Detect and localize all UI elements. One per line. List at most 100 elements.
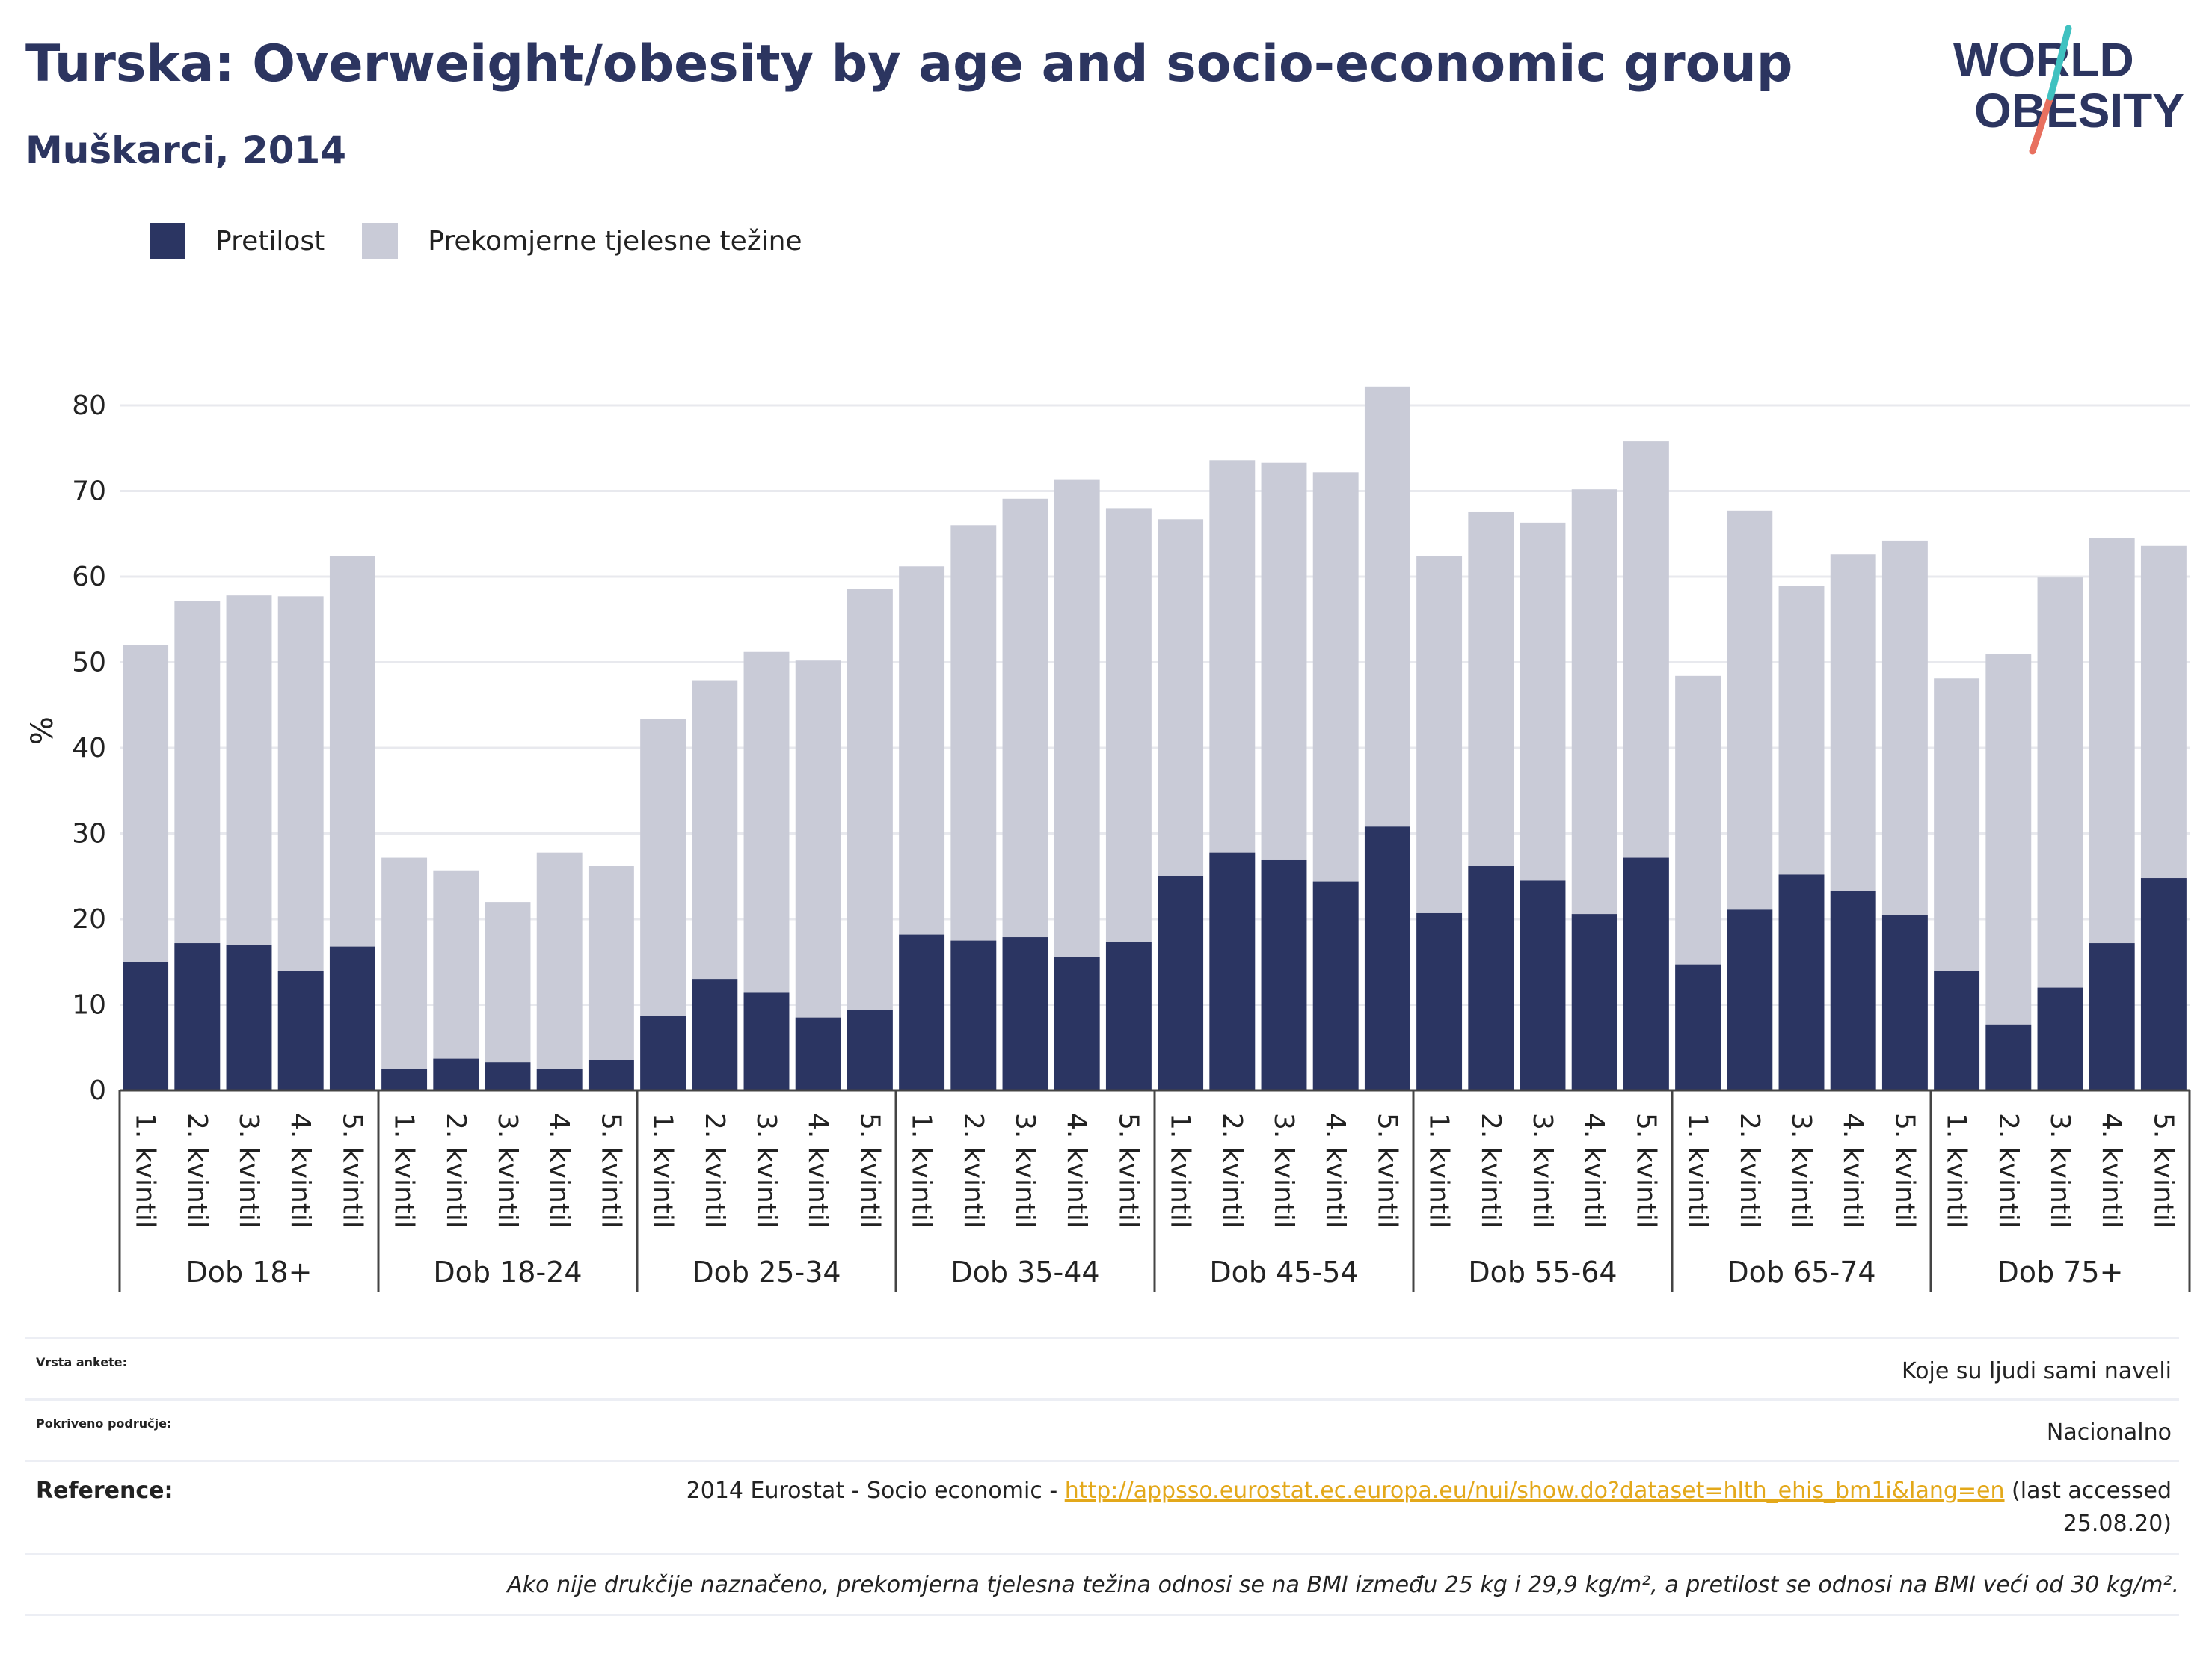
y-tick-label: 50 (72, 648, 106, 678)
x-group-label: Dob 65-74 (1727, 1256, 1875, 1289)
x-group-label: Dob 25-34 (692, 1256, 841, 1289)
bar-overweight (485, 902, 531, 1090)
legend-label-overweight: Prekomjerne tjelesne težine (428, 225, 802, 257)
y-axis-label: % (25, 716, 60, 745)
x-tick-label: 2. kvintil (699, 1113, 730, 1229)
info-value-coverage: Nacionalno (2046, 1419, 2172, 1446)
bar-obesity (1209, 852, 1256, 1090)
bar-obesity (1364, 826, 1410, 1090)
bar-obesity (847, 1010, 893, 1090)
x-tick-label: 2. kvintil (1217, 1113, 1247, 1229)
x-tick-label: 5. kvintil (1371, 1113, 1402, 1229)
x-tick-label: 4. kvintil (802, 1113, 833, 1229)
x-tick-label: 2. kvintil (1734, 1113, 1765, 1229)
x-group-label: Dob 18-24 (433, 1256, 582, 1289)
bar-obesity (1054, 957, 1100, 1090)
x-tick-label: 5. kvintil (1630, 1113, 1661, 1229)
x-group-label: Dob 35-44 (950, 1256, 1099, 1289)
x-tick-label: 5. kvintil (595, 1113, 626, 1229)
bar-obesity (692, 979, 738, 1090)
bar-obesity (536, 1069, 583, 1090)
bar-obesity (1830, 891, 1876, 1090)
bar-obesity (588, 1060, 634, 1090)
bar-obesity (1934, 971, 1980, 1090)
info-value-reference: 2014 Eurostat - Socio economic - http://… (686, 1475, 2172, 1541)
bar-overweight (381, 857, 428, 1090)
divider (25, 1398, 2179, 1401)
bar-obesity (2089, 943, 2135, 1090)
reference-suffix: (last accessed (2004, 1478, 2172, 1504)
bar-obesity (2037, 987, 2083, 1090)
y-tick-label: 70 (72, 476, 106, 507)
bar-obesity (1312, 881, 1359, 1090)
x-tick-label: 2. kvintil (182, 1113, 212, 1229)
bar-obesity (433, 1058, 479, 1090)
y-tick-label: 10 (72, 990, 106, 1021)
x-tick-label: 1. kvintil (389, 1113, 420, 1229)
x-tick-label: 3. kvintil (1786, 1113, 1816, 1229)
divider (25, 1337, 2179, 1339)
x-tick-label: 4. kvintil (285, 1113, 316, 1229)
y-tick-label: 20 (72, 904, 106, 935)
x-tick-label: 3. kvintil (1268, 1113, 1299, 1229)
footnote: Ako nije drukčije naznačeno, prekomjerna… (507, 1572, 2179, 1598)
bar-chart: 0 10 20 30 40 50 60 70 80% 1. kvintil 2. kvintil 3.… (25, 386, 2191, 1292)
info-key-coverage: Pokriveno područje: (36, 1416, 172, 1431)
bar-obesity (1158, 876, 1204, 1090)
logo-slash-teal (2047, 25, 2072, 101)
bar-obesity (1623, 857, 1669, 1090)
info-value-survey-type: Koje su ljudi sami naveli (1901, 1358, 2172, 1384)
x-tick-label: 1. kvintil (130, 1113, 161, 1229)
bar-obesity (950, 940, 997, 1090)
world-obesity-logo: WORLD OBESITY (1953, 25, 2184, 155)
x-tick-label: 4. kvintil (1320, 1113, 1351, 1229)
x-tick-label: 2. kvintil (440, 1113, 471, 1229)
bar-obesity (640, 1016, 686, 1090)
chart-title: Turska: Overweight/obesity by age and so… (25, 34, 1793, 93)
y-tick-label: 40 (72, 733, 106, 764)
reference-link[interactable]: http://appsso.eurostat.ec.europa.eu/nui/… (1064, 1478, 2005, 1504)
bar-obesity (1416, 912, 1463, 1090)
x-group-label: Dob 18+ (186, 1256, 313, 1289)
x-tick-label: 3. kvintil (2044, 1113, 2075, 1229)
x-tick-label: 3. kvintil (751, 1113, 781, 1229)
x-tick-label: 1. kvintil (1424, 1113, 1454, 1229)
x-tick-label: 5. kvintil (1889, 1113, 1920, 1229)
x-tick-label: 3. kvintil (1010, 1113, 1040, 1229)
bar-obesity (795, 1017, 841, 1090)
bar-overweight (588, 866, 634, 1090)
bar-obesity (1520, 880, 1566, 1090)
bar-obesity (485, 1062, 531, 1090)
legend-swatch-overweight (362, 223, 399, 259)
x-tick-label: 2. kvintil (958, 1113, 989, 1229)
bar-obesity (226, 945, 272, 1090)
y-tick-label: 60 (72, 562, 106, 592)
bar-obesity (2140, 878, 2187, 1090)
x-tick-label: 4. kvintil (1579, 1113, 1609, 1229)
x-tick-label: 1. kvintil (1683, 1113, 1713, 1229)
x-tick-label: 4. kvintil (544, 1113, 574, 1229)
legend-label-obesity: Pretilost (215, 225, 325, 257)
chart-subtitle: Muškarci, 2014 (25, 129, 347, 172)
bar-overweight (536, 852, 583, 1090)
y-tick-label: 0 (89, 1075, 106, 1106)
x-tick-label: 2. kvintil (1993, 1113, 2024, 1229)
bar-obesity (174, 943, 221, 1090)
x-tick-label: 5. kvintil (854, 1113, 885, 1229)
info-key-survey-type: Vrsta ankete: (36, 1355, 127, 1369)
bar-obesity (1002, 937, 1048, 1090)
x-tick-label: 4. kvintil (2096, 1113, 2127, 1229)
bar-obesity (277, 971, 324, 1090)
bar-obesity (1985, 1024, 2032, 1090)
bar-overweight (433, 870, 479, 1090)
bar-obesity (1468, 866, 1514, 1090)
bar-obesity (381, 1069, 428, 1090)
x-tick-label: 1. kvintil (648, 1113, 678, 1229)
bar-obesity (743, 992, 790, 1090)
x-tick-label: 1. kvintil (1165, 1113, 1196, 1229)
divider (25, 1460, 2179, 1462)
x-group-label: Dob 45-54 (1209, 1256, 1358, 1289)
x-group-label: Dob 55-64 (1468, 1256, 1617, 1289)
x-tick-label: 3. kvintil (1527, 1113, 1558, 1229)
bar-obesity (1261, 859, 1307, 1090)
